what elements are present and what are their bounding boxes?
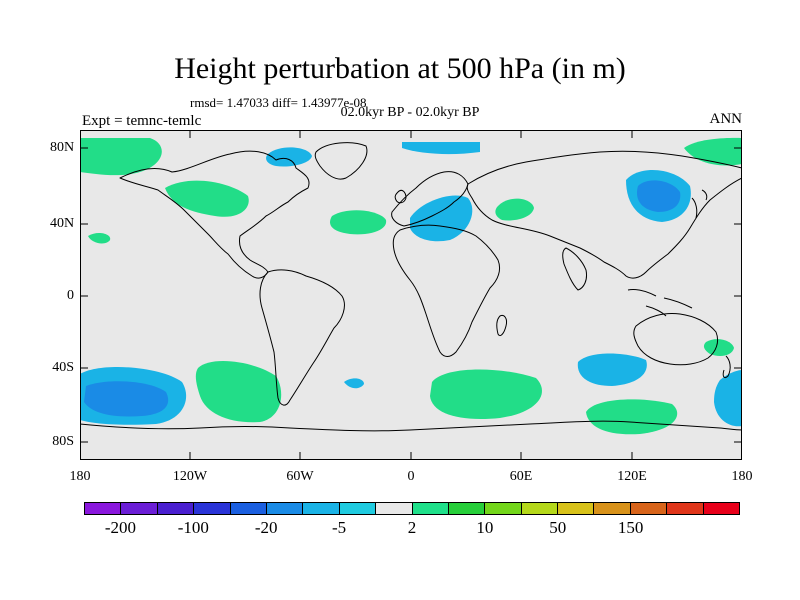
lon-label-120e: 120E — [617, 469, 647, 484]
color-bar-cell — [376, 503, 413, 514]
lat-label-0: 0 — [67, 288, 74, 303]
world-map — [79, 130, 743, 460]
anomaly-south-pacific-core — [84, 381, 169, 417]
coast-japan — [691, 189, 708, 219]
anomaly-south-pacific-east — [195, 361, 282, 423]
anomaly-north-america — [165, 180, 249, 217]
coast-antarctica — [79, 420, 743, 432]
color-bar-label: -5 — [332, 518, 347, 537]
color-bar-cell — [521, 503, 559, 514]
coast-south-america — [259, 269, 345, 406]
color-bar-cell — [485, 503, 522, 514]
anomaly-pacific-small — [88, 233, 111, 244]
color-bar-cell — [339, 503, 377, 514]
lon-label-120w: 120W — [172, 469, 208, 484]
lon-label-0: 0 — [407, 469, 415, 484]
color-bar-label: 150 — [617, 518, 644, 537]
color-bar-cell — [703, 503, 740, 514]
anomaly-arctic-west — [80, 138, 162, 176]
lat-label-80n: 80N — [50, 140, 75, 155]
lon-label-60e: 60E — [509, 469, 533, 484]
anomaly-south-pacific-dateline — [714, 370, 742, 427]
anomaly-southern-ocean-east — [586, 399, 678, 435]
anomaly-greenland-top — [402, 142, 480, 155]
color-bar-label: -200 — [104, 518, 137, 537]
color-bar-cell — [448, 503, 486, 514]
lon-label-180-west: 180 — [69, 469, 91, 484]
anomaly-north-atlantic — [330, 210, 387, 235]
color-bar-cell — [594, 503, 631, 514]
color-bar-label: -20 — [254, 518, 278, 537]
anomaly-europe — [410, 195, 473, 242]
experiment-label: Expt = temnc-temlc — [82, 113, 202, 129]
color-bar-cell — [558, 503, 595, 514]
coast-new-zealand — [722, 355, 731, 379]
anomaly-canada-arctic — [266, 147, 312, 167]
anomaly-siberia-core — [636, 180, 681, 212]
coast-asia — [466, 150, 743, 279]
map-title: Height perturbation at 500 hPa (in m) — [174, 52, 626, 85]
coast-indonesia — [627, 289, 693, 317]
coast-greenland — [314, 142, 368, 180]
color-bar-cell — [121, 503, 158, 514]
coast-australia — [633, 313, 719, 366]
color-bar-label: -100 — [177, 518, 209, 537]
lon-ticks — [189, 130, 633, 460]
color-bar-cell — [230, 503, 267, 514]
color-bar-cell — [194, 503, 231, 514]
lat-label-80s: 80S — [52, 434, 74, 449]
anomaly-indian-ocean — [577, 353, 647, 386]
coast-madagascar — [496, 315, 507, 337]
anomaly-central-asia — [495, 198, 534, 221]
color-bar-cell — [667, 503, 704, 514]
stats-line: rmsd= 1.47033 diff= 1.43977e-08 — [190, 95, 367, 110]
period-label: 02.0kyr BP - 02.0kyr BP — [340, 105, 480, 120]
positive-anomalies — [80, 137, 742, 435]
color-bar-cell — [85, 503, 122, 514]
lat-ticks — [80, 147, 742, 443]
color-bar-cell — [157, 503, 195, 514]
color-bar-cell — [630, 503, 668, 514]
color-bar-label: 50 — [549, 518, 567, 537]
coast-africa — [392, 224, 501, 357]
coast-uk — [394, 189, 407, 204]
anomaly-south-atlantic-small — [344, 378, 364, 389]
map-panel — [79, 130, 743, 460]
lon-label-60w: 60W — [286, 469, 314, 484]
negative-strong-anomalies — [84, 180, 681, 417]
color-bar-cell — [303, 503, 340, 514]
season-label: ANN — [709, 111, 743, 127]
coastlines — [79, 142, 743, 432]
lat-label-40s: 40S — [52, 360, 74, 375]
color-bar-cell — [266, 503, 304, 514]
color-bar — [84, 502, 740, 515]
coast-europe — [391, 171, 469, 227]
color-bar-cell — [412, 503, 449, 514]
anomaly-south-atlantic — [430, 369, 542, 420]
lat-label-40n: 40N — [50, 216, 75, 231]
lon-label-180-east: 180 — [731, 469, 753, 484]
color-bar-label: 2 — [407, 518, 417, 537]
anomaly-tasman — [703, 339, 734, 356]
coast-india — [562, 247, 587, 291]
coast-north-america — [119, 150, 310, 279]
color-bar-label: 10 — [476, 518, 494, 537]
